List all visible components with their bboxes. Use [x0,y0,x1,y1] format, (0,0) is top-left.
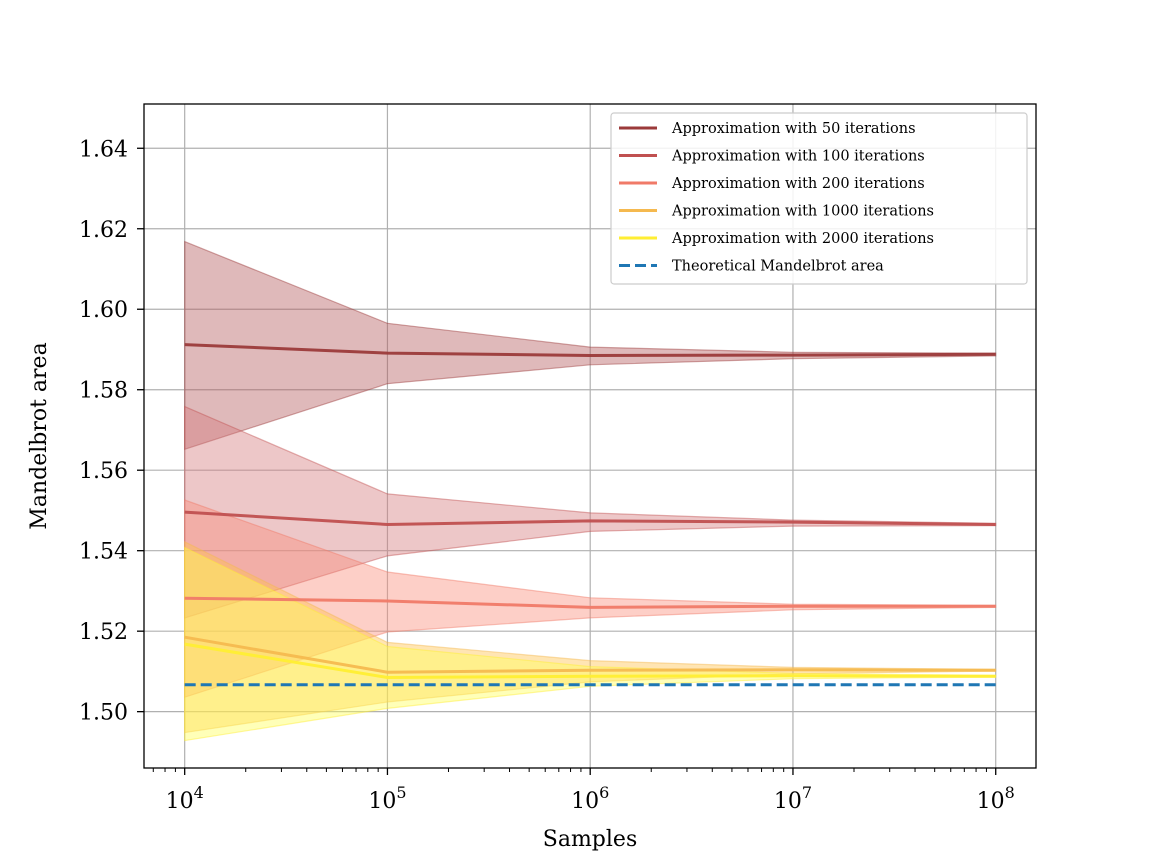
series-lines [184,343,996,680]
x-tick-label: 104 [166,783,204,814]
legend-box [610,112,1028,285]
series-line [184,642,996,680]
legend: Approximation with 50 iterations Approxim… [610,112,1028,285]
y-tick-label: 1.54 [79,540,128,565]
series-line [184,635,996,674]
y-tick-label: 1.56 [79,459,128,484]
y-axis-label: Mandelbrot area [27,342,52,529]
series-line [184,343,996,358]
x-axis-ticks: 104 105 106 107 108 [152,768,1015,814]
series-line [184,596,996,609]
legend-label: Approximation with 100 iterations [671,149,925,165]
x-tick-label: 108 [977,783,1015,814]
x-tick-label: 106 [571,783,609,814]
y-tick-label: 1.60 [79,298,128,323]
y-tick-label: 1.58 [79,379,128,404]
x-axis-label: Samples [543,827,637,852]
grid-lines [144,104,1036,768]
confidence-band [184,240,997,451]
legend-label: Approximation with 50 iterations [671,121,916,137]
y-tick-label: 1.62 [79,218,128,243]
confidence-band [184,405,997,619]
legend-label: Approximation with 2000 iterations [671,231,934,247]
confidence-band [184,546,997,742]
legend-label: Theoretical Mandelbrot area [672,259,884,275]
x-tick-label: 107 [774,783,812,814]
legend-label: Approximation with 1000 iterations [671,204,934,220]
series-line [184,510,996,527]
y-tick-label: 1.50 [79,701,128,726]
y-tick-label: 1.64 [79,137,128,162]
y-axis-ticks: 1.50 1.52 1.54 1.56 1.58 1.60 1.62 1.64 [79,137,144,726]
legend-label: Approximation with 200 iterations [671,176,925,192]
y-tick-label: 1.52 [79,620,128,645]
x-tick-label: 105 [368,783,406,814]
